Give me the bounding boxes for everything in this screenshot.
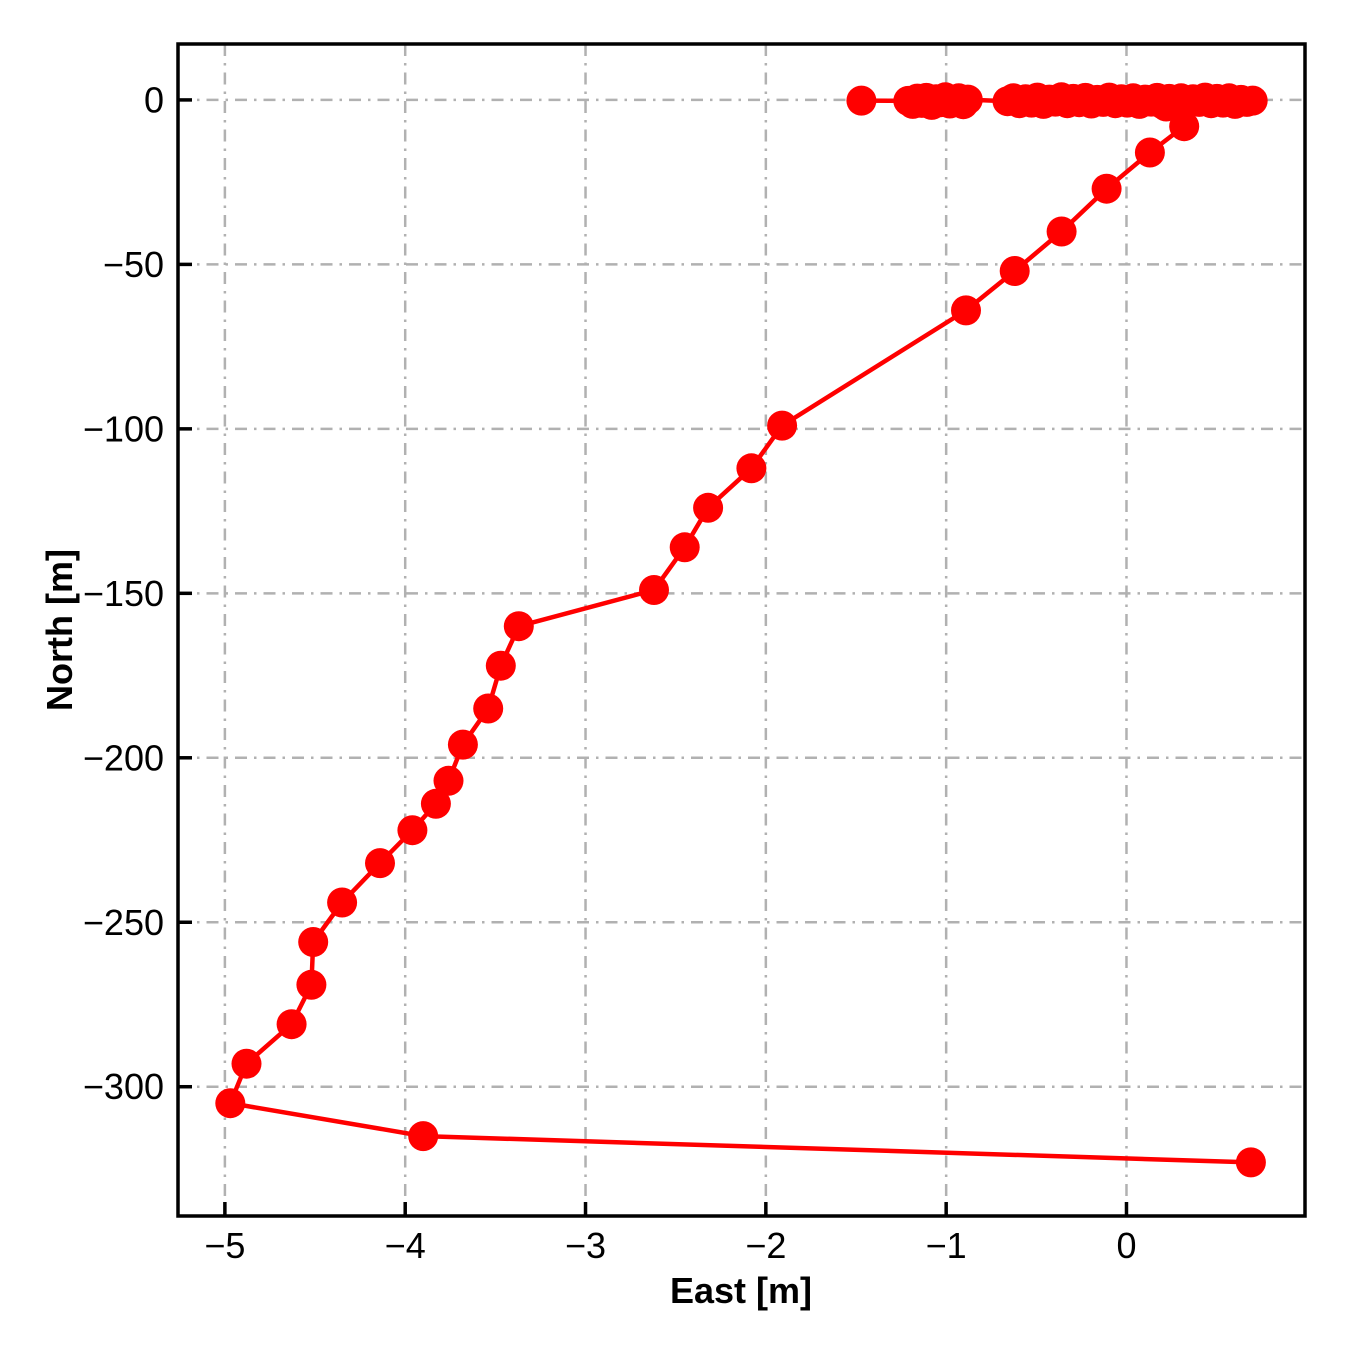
data-point xyxy=(276,1009,307,1040)
y-tick-label: −150 xyxy=(83,573,164,614)
data-point xyxy=(1091,173,1122,204)
x-tick-label: −5 xyxy=(204,1225,245,1266)
data-point xyxy=(736,453,767,484)
y-tick-label: −100 xyxy=(83,408,164,449)
data-point xyxy=(231,1048,262,1079)
data-point xyxy=(1237,85,1268,116)
plot-border xyxy=(176,42,1307,1218)
x-tick-labels: −5 −4 −3 −2 −1 0 xyxy=(204,1225,1136,1266)
y-tick-label: −300 xyxy=(83,1066,164,1107)
data-point xyxy=(639,575,669,605)
data-point xyxy=(433,765,464,796)
axis-ticks xyxy=(178,98,1129,1216)
x-axis-label: East [m] xyxy=(670,1270,812,1311)
data-point xyxy=(952,84,983,115)
data-point xyxy=(503,611,534,642)
data-point xyxy=(397,815,428,846)
x-tick-label: 0 xyxy=(1116,1225,1136,1266)
y-tick-label: −50 xyxy=(103,244,164,285)
data-point xyxy=(447,729,478,760)
data-point xyxy=(298,927,329,957)
data-point xyxy=(669,532,700,563)
data-point xyxy=(951,295,981,326)
data-point xyxy=(1134,137,1165,168)
data-point xyxy=(473,693,504,724)
data-point xyxy=(215,1088,246,1119)
y-tick-label: 0 xyxy=(144,79,164,120)
data-point xyxy=(767,410,798,441)
data-point xyxy=(1046,216,1077,247)
data-point xyxy=(365,848,395,879)
data-point xyxy=(1235,1147,1266,1178)
data-point xyxy=(408,1121,439,1152)
data-point xyxy=(846,85,877,116)
data-point xyxy=(485,650,516,681)
data-point xyxy=(327,887,358,918)
x-tick-label: −3 xyxy=(565,1225,606,1266)
data-point xyxy=(693,492,724,523)
y-tick-label: −200 xyxy=(83,737,164,778)
data-point xyxy=(999,256,1030,286)
data-point xyxy=(296,969,327,1000)
y-axis-label: North [m] xyxy=(39,549,80,711)
x-tick-label: −1 xyxy=(926,1225,967,1266)
gridlines xyxy=(178,44,1305,1216)
data-point xyxy=(1151,91,1182,122)
data-point xyxy=(1169,111,1200,142)
x-tick-label: −4 xyxy=(385,1225,426,1266)
y-tick-label: −250 xyxy=(83,902,164,943)
trajectory-line xyxy=(228,95,1255,1165)
x-tick-label: −2 xyxy=(745,1225,786,1266)
data-series xyxy=(215,82,1268,1178)
y-tick-labels: 0 −50 −100 −150 −200 −250 −300 xyxy=(83,79,164,1107)
data-point xyxy=(420,788,451,819)
